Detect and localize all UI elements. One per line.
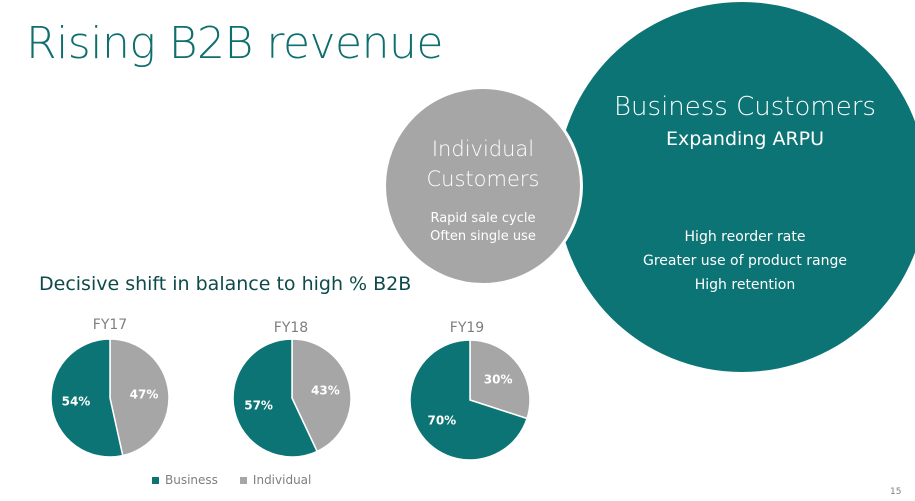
individual-title-line: Individual bbox=[431, 137, 535, 161]
business-title: Business Customers bbox=[614, 92, 876, 122]
pie-label-business: 54% bbox=[62, 395, 91, 409]
pie-slice-individual bbox=[469, 339, 531, 420]
pie-slice-business bbox=[50, 338, 124, 458]
pie-title-fy18: FY18 bbox=[273, 320, 309, 336]
business-customers-circle bbox=[557, 2, 915, 372]
individual-point: Rapid sale cycle bbox=[430, 211, 536, 226]
page-number: 15 bbox=[890, 487, 902, 497]
pie-slice-business bbox=[232, 338, 319, 458]
legend-swatch-individual bbox=[239, 476, 247, 484]
slide-title: Rising B2B revenue bbox=[26, 18, 443, 69]
chart-legend: Business Individual bbox=[152, 473, 311, 487]
pie-title-fy17: FY17 bbox=[92, 317, 128, 333]
legend-swatch-business bbox=[152, 476, 159, 484]
pie-slice-individual bbox=[109, 338, 170, 457]
individual-title-line: Customers bbox=[426, 167, 540, 191]
pie-title-fy19: FY19 bbox=[449, 320, 485, 336]
pie-slice-individual bbox=[291, 338, 352, 453]
pie-label-individual: 30% bbox=[484, 373, 513, 387]
legend-label-business: Business bbox=[165, 473, 218, 487]
pie-label-individual: 43% bbox=[311, 384, 340, 398]
legend-label-individual: Individual bbox=[252, 473, 312, 487]
individual-title: Individual Customers bbox=[383, 134, 583, 194]
business-subtitle: Expanding ARPU bbox=[665, 128, 825, 150]
pie-slice-business bbox=[409, 339, 529, 461]
business-point: Greater use of product range bbox=[643, 253, 847, 269]
business-point: High retention bbox=[694, 277, 796, 293]
pie-label-individual: 47% bbox=[130, 387, 159, 401]
individual-points: Rapid sale cycle Often single use bbox=[383, 210, 583, 246]
pie-label-business: 57% bbox=[244, 398, 273, 412]
charts-heading: Decisive shift in balance to high % B2B bbox=[39, 273, 412, 295]
individual-customers-circle bbox=[383, 86, 583, 286]
business-points: High reorder rate Greater use of product… bbox=[575, 225, 915, 297]
individual-point: Often single use bbox=[430, 229, 536, 244]
pie-label-business: 70% bbox=[427, 413, 456, 427]
business-point: High reorder rate bbox=[684, 229, 806, 245]
